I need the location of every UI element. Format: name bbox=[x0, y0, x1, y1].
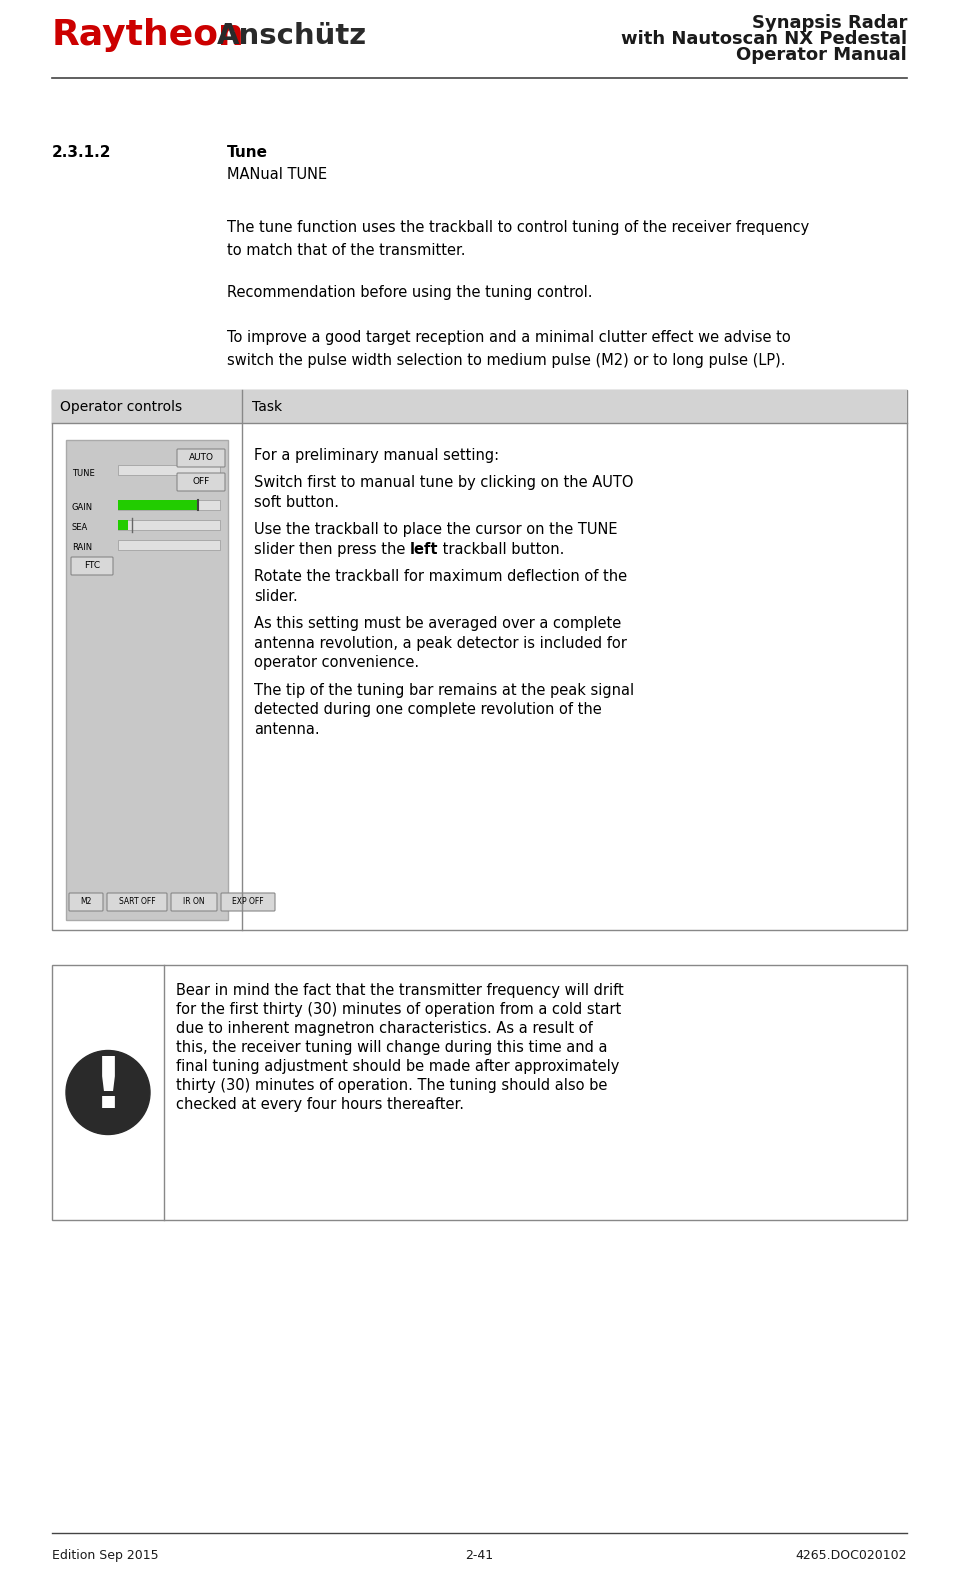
Text: slider then press the: slider then press the bbox=[254, 541, 410, 557]
Text: Tune: Tune bbox=[227, 145, 268, 161]
Text: soft button.: soft button. bbox=[254, 495, 339, 509]
Text: To improve a good target reception and a minimal clutter effect we advise to
swi: To improve a good target reception and a… bbox=[227, 329, 791, 368]
FancyBboxPatch shape bbox=[177, 449, 225, 468]
Text: SEA: SEA bbox=[72, 523, 88, 533]
Text: trackball button.: trackball button. bbox=[438, 541, 565, 557]
Text: thirty (30) minutes of operation. The tuning should also be: thirty (30) minutes of operation. The tu… bbox=[176, 1079, 607, 1093]
Text: detected during one complete revolution of the: detected during one complete revolution … bbox=[254, 702, 601, 718]
Text: The tune function uses the trackball to control tuning of the receiver frequency: The tune function uses the trackball to … bbox=[227, 220, 809, 258]
Text: Bear in mind the fact that the transmitter frequency will drift: Bear in mind the fact that the transmitt… bbox=[176, 983, 623, 998]
Bar bbox=[118, 539, 220, 550]
Text: 4265.DOC020102: 4265.DOC020102 bbox=[796, 1550, 907, 1562]
Text: final tuning adjustment should be made after approximately: final tuning adjustment should be made a… bbox=[176, 1060, 620, 1074]
Bar bbox=[118, 520, 128, 530]
Bar bbox=[118, 500, 198, 511]
Circle shape bbox=[66, 1050, 150, 1134]
Bar bbox=[118, 500, 220, 511]
Text: Operator Manual: Operator Manual bbox=[737, 46, 907, 64]
Text: Edition Sep 2015: Edition Sep 2015 bbox=[52, 1550, 158, 1562]
Text: checked at every four hours thereafter.: checked at every four hours thereafter. bbox=[176, 1098, 464, 1112]
Bar bbox=[118, 465, 220, 476]
Text: OFF: OFF bbox=[193, 477, 210, 487]
Text: due to inherent magnetron characteristics. As a result of: due to inherent magnetron characteristic… bbox=[176, 1021, 593, 1036]
FancyBboxPatch shape bbox=[71, 557, 113, 574]
Bar bbox=[118, 520, 220, 530]
Text: AUTO: AUTO bbox=[189, 453, 214, 463]
Text: Raytheon: Raytheon bbox=[52, 18, 245, 53]
Bar bbox=[52, 390, 907, 423]
Text: Synapsis Radar: Synapsis Radar bbox=[752, 14, 907, 32]
Text: EXP OFF: EXP OFF bbox=[232, 897, 264, 907]
Text: IR ON: IR ON bbox=[183, 897, 205, 907]
FancyBboxPatch shape bbox=[69, 893, 103, 912]
Text: GAIN: GAIN bbox=[72, 503, 93, 512]
Text: RAIN: RAIN bbox=[72, 544, 92, 552]
Text: Use the trackball to place the cursor on the TUNE: Use the trackball to place the cursor on… bbox=[254, 522, 618, 538]
Text: As this setting must be averaged over a complete: As this setting must be averaged over a … bbox=[254, 616, 621, 632]
Text: TUNE: TUNE bbox=[72, 468, 95, 477]
Bar bbox=[66, 441, 228, 920]
Text: operator convenience.: operator convenience. bbox=[254, 655, 419, 670]
Text: !: ! bbox=[91, 1053, 125, 1123]
Text: Rotate the trackball for maximum deflection of the: Rotate the trackball for maximum deflect… bbox=[254, 570, 627, 584]
Text: Recommendation before using the tuning control.: Recommendation before using the tuning c… bbox=[227, 285, 593, 301]
Text: SART OFF: SART OFF bbox=[119, 897, 155, 907]
Text: slider.: slider. bbox=[254, 589, 297, 603]
Text: antenna revolution, a peak detector is included for: antenna revolution, a peak detector is i… bbox=[254, 635, 627, 651]
Text: Task: Task bbox=[252, 399, 282, 414]
Text: antenna.: antenna. bbox=[254, 722, 319, 737]
FancyBboxPatch shape bbox=[107, 893, 167, 912]
Text: MANual TUNE: MANual TUNE bbox=[227, 167, 327, 181]
Text: For a preliminary manual setting:: For a preliminary manual setting: bbox=[254, 447, 499, 463]
Text: for the first thirty (30) minutes of operation from a cold start: for the first thirty (30) minutes of ope… bbox=[176, 1002, 621, 1017]
FancyBboxPatch shape bbox=[221, 893, 275, 912]
Text: 2-41: 2-41 bbox=[465, 1550, 494, 1562]
Text: Anschütz: Anschütz bbox=[217, 22, 367, 49]
Text: FTC: FTC bbox=[84, 562, 100, 571]
Text: The tip of the tuning bar remains at the peak signal: The tip of the tuning bar remains at the… bbox=[254, 683, 634, 697]
Text: left: left bbox=[410, 541, 438, 557]
Text: Switch first to manual tune by clicking on the AUTO: Switch first to manual tune by clicking … bbox=[254, 476, 634, 490]
Text: Operator controls: Operator controls bbox=[60, 399, 182, 414]
Bar bbox=[52, 966, 907, 1220]
FancyBboxPatch shape bbox=[171, 893, 217, 912]
Text: M2: M2 bbox=[81, 897, 92, 907]
Bar bbox=[52, 390, 907, 931]
Text: 2.3.1.2: 2.3.1.2 bbox=[52, 145, 111, 161]
Text: with Nautoscan NX Pedestal: with Nautoscan NX Pedestal bbox=[620, 30, 907, 48]
FancyBboxPatch shape bbox=[177, 473, 225, 492]
Text: this, the receiver tuning will change during this time and a: this, the receiver tuning will change du… bbox=[176, 1041, 607, 1055]
